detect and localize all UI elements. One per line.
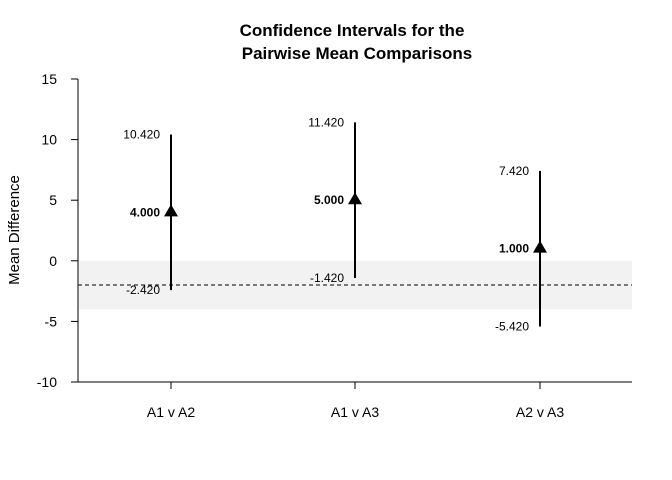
y-tick-label: 0 [49,253,57,269]
y-tick-label: 5 [49,192,57,208]
x-tick-label: A1 v A3 [331,404,379,420]
estimate-marker [348,192,362,205]
lower-bound-label: -5.420 [495,319,529,333]
y-tick-label: 15 [41,71,57,87]
y-tick-label: 10 [41,132,57,148]
upper-bound-label: 11.420 [308,115,344,129]
estimate-marker [164,204,178,217]
y-tick-label: -5 [45,313,58,329]
upper-bound-label: 7.420 [499,164,529,178]
estimate-label: 5.000 [314,193,344,207]
x-tick-label: A2 v A3 [516,404,564,420]
lower-bound-label: -2.420 [126,283,160,297]
estimate-label: 4.000 [130,205,160,219]
estimate-label: 1.000 [499,242,529,256]
upper-bound-label: 10.420 [123,128,160,142]
plot-area: 15 10 5 0 -5 -10 A1 v A2 A1 v A3 A2 v A3 10.420 -2… [37,71,632,420]
estimate-marker [533,240,547,253]
x-tick-label: A1 v A2 [147,404,195,420]
chart-title-line-1: Confidence Intervals for the [240,21,465,40]
y-tick-label: -10 [37,374,57,390]
y-axis-label: Mean Difference [6,175,23,285]
lower-bound-label: -1.420 [310,271,344,285]
chart-title-line-2: Pairwise Mean Comparisons [242,44,473,63]
